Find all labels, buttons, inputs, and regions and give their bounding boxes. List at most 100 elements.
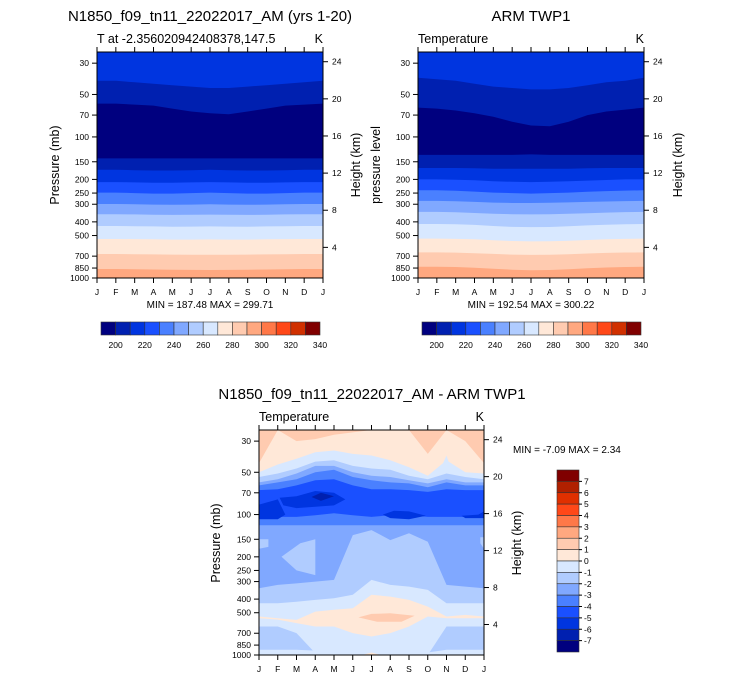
colorbar-label: -7 [584, 636, 592, 646]
x-tick-label: J [95, 287, 99, 297]
colorbar-box [556, 594, 580, 607]
colorbar-box [202, 321, 219, 336]
x-tick-label: J [351, 664, 355, 674]
colorbar-label: 240 [488, 340, 502, 350]
colorbar-label: 220 [459, 340, 473, 350]
y-tick-label: 400 [396, 217, 410, 227]
colorbar-box [556, 560, 580, 573]
colorbar-box [556, 617, 580, 630]
colorbar-box [556, 640, 580, 653]
colorbar-box [261, 321, 277, 336]
colorbar-label: -1 [584, 567, 592, 577]
contour-area [418, 52, 644, 278]
colorbar-label: 7 [584, 476, 589, 486]
x-tick-label: N [603, 287, 609, 297]
height-tick-label: 20 [653, 94, 663, 104]
y-tick-label: 400 [75, 217, 89, 227]
colorbar-label: -3 [584, 590, 592, 600]
colorbar-box [509, 321, 525, 336]
height-tick-label: 16 [332, 131, 342, 141]
colorbar-box [556, 526, 580, 539]
colorbar-box [556, 572, 580, 585]
colorbar-box [596, 321, 613, 336]
y-tick-label: 250 [396, 188, 410, 198]
colorbar: 200 220 240 260 280 300 320 340 [421, 321, 648, 350]
y-tick-label: 100 [396, 132, 410, 142]
contour-band [418, 266, 644, 278]
panel-2-units: K [636, 32, 645, 46]
x-tick-label: A [312, 664, 318, 674]
y-tick-label: 500 [75, 231, 89, 241]
height-tick-label: 4 [493, 620, 498, 630]
contour-patch [259, 499, 286, 520]
height-tick-label: 24 [653, 57, 663, 67]
y-tick-label: 500 [237, 608, 251, 618]
x-tick-label: D [622, 287, 628, 297]
colorbar-box [436, 321, 452, 336]
x-tick-label: O [263, 287, 270, 297]
colorbar-label: 4 [584, 511, 589, 521]
panel-3-ylabel: Pressure (mb) [209, 503, 223, 582]
colorbar-label: 0 [584, 556, 589, 566]
colorbar-label: -6 [584, 624, 592, 634]
colorbar-label: 320 [284, 340, 298, 350]
colorbar-label: -5 [584, 613, 592, 623]
colorbar-box [275, 321, 292, 336]
colorbar-label: 260 [196, 340, 210, 350]
height-tick-label: 24 [332, 57, 342, 67]
x-tick-label: M [452, 287, 459, 297]
x-tick-label: A [387, 664, 393, 674]
colorbar-box [523, 321, 540, 336]
colorbar-box [626, 321, 642, 336]
height-tick-label: 16 [493, 509, 503, 519]
y-tick-label: 300 [237, 577, 251, 587]
height-tick-label: 12 [653, 168, 663, 178]
colorbar-label: 340 [313, 340, 327, 350]
panel-2-title: ARM TWP1 [492, 8, 571, 25]
y-tick-label: 200 [237, 552, 251, 562]
colorbar-label: 3 [584, 522, 589, 532]
y-tick-label: 70 [80, 110, 90, 120]
panel-1-units: K [315, 32, 324, 46]
colorbar-label: 340 [634, 340, 648, 350]
colorbar-label: -4 [584, 602, 592, 612]
y-tick-label: 400 [237, 594, 251, 604]
colorbar-box [173, 321, 189, 336]
contour-band [259, 649, 484, 655]
colorbar-label: 5 [584, 499, 589, 509]
x-tick-label: J [189, 287, 193, 297]
y-tick-label: 850 [396, 263, 410, 273]
colorbar-box [129, 321, 146, 336]
panel-2-subtitle: Temperature [418, 32, 488, 46]
y-tick-label: 300 [75, 199, 89, 209]
colorbar-label: 280 [546, 340, 560, 350]
contour-patch [480, 537, 484, 549]
colorbar-box [611, 321, 627, 336]
colorbar-label: 300 [576, 340, 590, 350]
colorbar-box [480, 321, 496, 336]
colorbar-box [556, 503, 580, 516]
colorbar-label: 220 [138, 340, 152, 350]
height-tick-label: 4 [332, 242, 337, 252]
colorbar-box [305, 321, 321, 336]
colorbar-box [567, 321, 583, 336]
height-tick-label: 20 [493, 472, 503, 482]
colorbar-box [556, 515, 580, 528]
x-tick-label: J [321, 287, 325, 297]
contour-patch [311, 492, 334, 501]
colorbar: 7 65 432 10-1 -2-3 -4-5-6 -7 [556, 469, 592, 653]
x-tick-label: A [472, 287, 478, 297]
height-tick-label: 16 [653, 131, 663, 141]
x-tick-label: D [462, 664, 468, 674]
colorbar-label: 200 [109, 340, 123, 350]
y-tick-label: 850 [75, 263, 89, 273]
colorbar-box [556, 469, 580, 482]
x-tick-label: N [282, 287, 288, 297]
colorbar-box [556, 492, 580, 505]
colorbar-label: 240 [167, 340, 181, 350]
x-tick-label: F [275, 664, 280, 674]
colorbar-box [556, 549, 580, 562]
colorbar-box [450, 321, 467, 336]
contour-patch [439, 455, 453, 473]
